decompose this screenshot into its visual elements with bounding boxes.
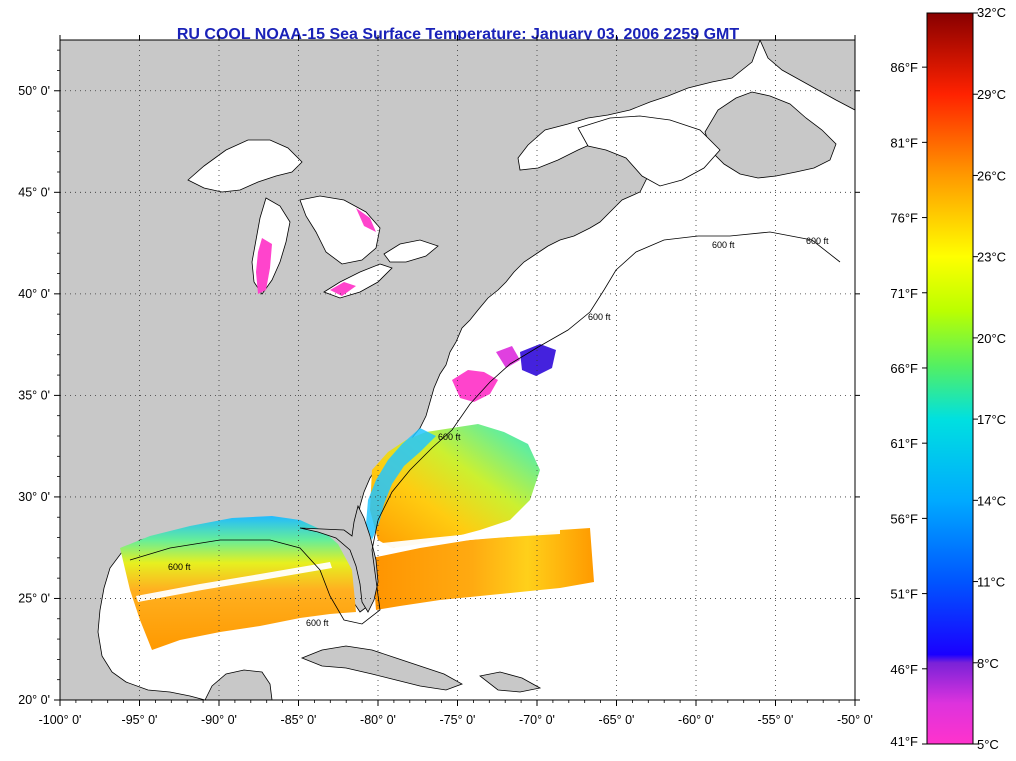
- y-tick-label: 30° 0': [18, 490, 50, 504]
- fahrenheit-label: 76°F: [890, 211, 918, 226]
- latitude-axis: 20° 0' 25° 0' 30° 0' 35° 0' 40° 0' 45° 0' 50° …: [18, 49, 860, 707]
- mid-atlantic-cold-pocket: [452, 370, 498, 402]
- x-tick-label: -55° 0': [758, 713, 794, 727]
- newfoundland-land: [704, 91, 837, 179]
- depth-label-carolina: 600 ft: [438, 432, 461, 442]
- fahrenheit-label: 46°F: [890, 662, 918, 677]
- atlantic-south-swath: [372, 528, 594, 610]
- y-tick-label: 40° 0': [18, 287, 50, 301]
- y-tick-label: 35° 0': [18, 388, 50, 402]
- celsius-label: 29°C: [977, 87, 1006, 102]
- depth-label-scotian: 600 ft: [712, 240, 735, 250]
- x-tick-label: -95° 0': [122, 713, 158, 727]
- lake-huron-sst: [356, 208, 376, 232]
- colorbar-celsius-labels: 32°C 29°C 26°C 23°C 20°C 17°C 14°C 11°C 8°C 5°C: [973, 5, 1006, 752]
- mid-atlantic-pink-2: [496, 346, 520, 368]
- x-tick-label: -50° 0': [837, 713, 873, 727]
- fahrenheit-label: 51°F: [890, 587, 918, 602]
- celsius-label: 23°C: [977, 250, 1006, 265]
- fahrenheit-label: 81°F: [890, 135, 918, 150]
- celsius-label: 5°C: [977, 737, 999, 752]
- lake-superior: [187, 139, 303, 193]
- x-tick-label: -65° 0': [599, 713, 635, 727]
- lake-erie-sst: [330, 282, 356, 296]
- x-tick-label: -70° 0': [519, 713, 555, 727]
- fahrenheit-label: 71°F: [890, 286, 918, 301]
- celsius-label: 14°C: [977, 493, 1006, 508]
- fahrenheit-label: 56°F: [890, 511, 918, 526]
- colorbar-scale: [926, 12, 974, 745]
- celsius-label: 26°C: [977, 168, 1006, 183]
- x-tick-label: -90° 0': [201, 713, 237, 727]
- lake-michigan-sst: [256, 238, 272, 294]
- depth-label-grand-banks: 600 ft: [806, 236, 829, 246]
- celsius-label: 17°C: [977, 412, 1006, 427]
- depth-label-florida: 600 ft: [306, 618, 329, 628]
- y-tick-label: 45° 0': [18, 185, 50, 199]
- graticule-grid: [60, 40, 855, 700]
- depth-contour-600ft: [129, 231, 841, 625]
- celsius-label: 11°C: [977, 575, 1005, 590]
- y-tick-label: 25° 0': [18, 591, 50, 605]
- depth-label-gulf: 600 ft: [168, 562, 191, 572]
- x-tick-label: -85° 0': [281, 713, 317, 727]
- depth-label-georges: 600 ft: [588, 312, 611, 322]
- hispaniola-land: [479, 671, 542, 693]
- lake-ontario: [383, 239, 439, 263]
- gulf-st-lawrence: [577, 115, 721, 187]
- y-tick-label: 50° 0': [18, 84, 50, 98]
- longitude-axis: -100° 0' -95° 0' -90° 0' -85° 0' -80° 0' -75°…: [39, 35, 873, 727]
- sst-data: [120, 208, 594, 650]
- map-title: RU COOL NOAA-15 Sea Surface Temperature:…: [177, 26, 740, 43]
- swath-gap-gulf: [136, 562, 332, 602]
- y-tick-label: 20° 0': [18, 693, 50, 707]
- colorbar-fahrenheit-labels: 86°F 81°F 76°F 71°F 66°F 61°F 56°F 51°F 46°F 41°F: [890, 60, 927, 749]
- mid-atlantic-purple: [520, 344, 556, 376]
- fahrenheit-label: 41°F: [890, 734, 918, 749]
- colorbar: 32°C 29°C 26°C 23°C 20°C 17°C 14°C 11°C 8°C 5°C 8…: [890, 5, 1006, 752]
- x-tick-label: -75° 0': [440, 713, 476, 727]
- celsius-label: 8°C: [977, 656, 999, 671]
- coastal-cool-band: [366, 428, 436, 540]
- celsius-label: 20°C: [977, 331, 1006, 346]
- fahrenheit-label: 66°F: [890, 361, 918, 376]
- map-panel: 600 ft 600 ft 600 ft 600 ft 600 ft 600 f…: [60, 40, 855, 700]
- fahrenheit-label: 61°F: [890, 436, 918, 451]
- yucatan-land: [204, 669, 273, 700]
- x-tick-label: -100° 0': [39, 713, 82, 727]
- fahrenheit-label: 86°F: [890, 60, 918, 75]
- labrador-land: [759, 40, 855, 111]
- x-tick-label: -80° 0': [360, 713, 396, 727]
- swath-gap-atlantic: [372, 528, 560, 550]
- x-tick-label: -60° 0': [678, 713, 714, 727]
- celsius-label: 32°C: [977, 5, 1006, 20]
- florida-land: [299, 504, 379, 613]
- cuba-land: [300, 645, 463, 691]
